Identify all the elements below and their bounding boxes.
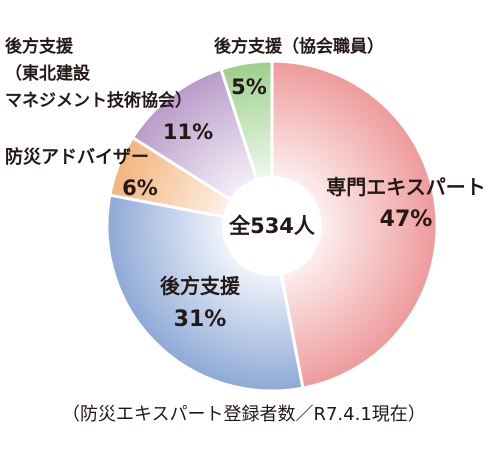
slice-label: 専門エキスパート	[326, 175, 485, 199]
slice-percent-label: 31%	[174, 307, 227, 332]
slice-label: 後方支援	[5, 36, 74, 57]
slice-percent-label: 5%	[231, 75, 267, 99]
slice-label: 後方支援（協会職員）	[214, 36, 384, 57]
pie-slice	[130, 67, 275, 230]
slice-label: （東北建設	[5, 63, 91, 84]
slice-label: 防災アドバイザー	[5, 146, 149, 168]
slice-labels: 専門エキスパート 47% 後方支援 31% 防災アドバイザー 6% 後方支援 （東北建設マネジ…	[5, 36, 486, 332]
slice-percent-label: 6%	[122, 176, 158, 200]
footnote: （防災エキスパート登録者数／R7.4.1現在）	[62, 404, 426, 425]
total-label: 全534人	[228, 214, 315, 238]
pie-slices	[105, 59, 439, 393]
slice-label: 後方支援	[160, 274, 241, 298]
pie-slice	[270, 59, 439, 390]
center-hole	[222, 176, 322, 276]
slice-percent-label: 11%	[163, 120, 213, 144]
slice-label: マネジメント技術協会）	[5, 90, 192, 111]
slice-percent-label: 47%	[380, 207, 433, 232]
